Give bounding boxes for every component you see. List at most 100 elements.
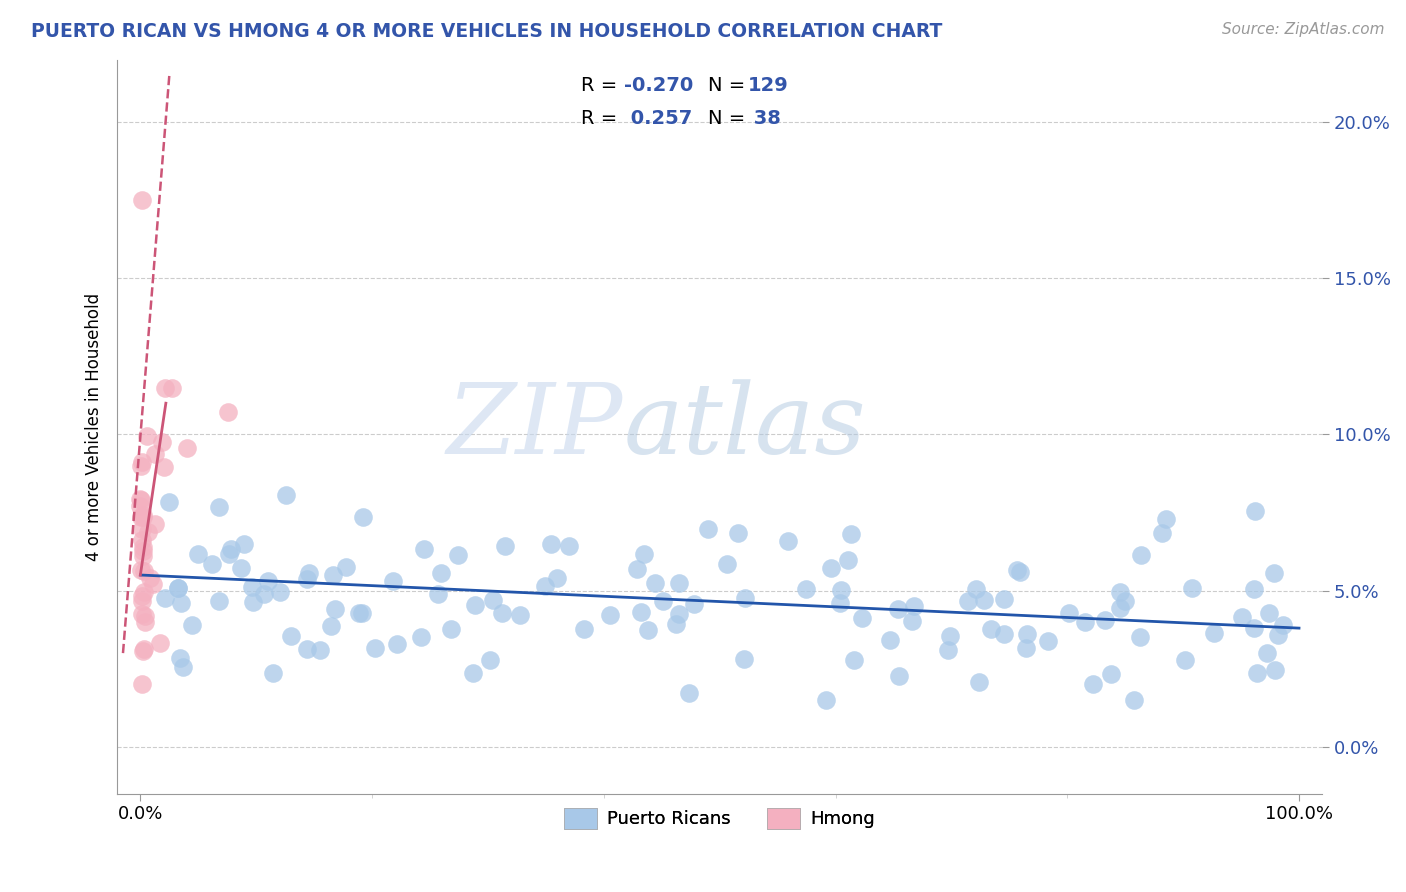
- Point: [129, 492, 152, 507]
- Text: 129: 129: [748, 76, 789, 95]
- Text: R =: R =: [581, 109, 624, 128]
- Point: [683, 597, 706, 611]
- Point: [180, 617, 202, 632]
- Point: [325, 602, 347, 616]
- Point: [242, 595, 264, 609]
- Point: [1258, 606, 1281, 620]
- Point: [131, 607, 153, 622]
- Point: [830, 583, 852, 598]
- Text: R =: R =: [581, 76, 624, 95]
- Point: [295, 573, 318, 587]
- Point: [132, 584, 155, 599]
- Point: [1114, 594, 1136, 608]
- Point: [274, 488, 297, 502]
- Point: [1081, 677, 1104, 691]
- Point: [153, 381, 176, 395]
- Point: [1109, 600, 1132, 615]
- Point: [269, 585, 291, 599]
- Point: [208, 593, 231, 607]
- Point: [150, 435, 173, 450]
- Point: [482, 593, 505, 607]
- Point: [172, 659, 194, 673]
- Point: [335, 559, 357, 574]
- Point: [131, 459, 153, 474]
- Point: [169, 596, 191, 610]
- Point: [1181, 581, 1204, 595]
- Point: [1267, 628, 1289, 642]
- Point: [509, 607, 531, 622]
- Point: [167, 581, 190, 595]
- Point: [903, 599, 925, 613]
- Point: [1174, 653, 1197, 667]
- Y-axis label: 4 or more Vehicles in Household: 4 or more Vehicles in Household: [86, 293, 103, 561]
- Point: [1007, 563, 1029, 577]
- Point: [262, 665, 284, 680]
- Point: [668, 575, 690, 590]
- Point: [652, 593, 675, 607]
- Point: [1243, 582, 1265, 596]
- Point: [599, 607, 621, 622]
- Point: [993, 627, 1015, 641]
- Point: [716, 557, 738, 571]
- Point: [494, 539, 516, 553]
- Point: [280, 629, 302, 643]
- Point: [969, 675, 991, 690]
- Text: atlas: atlas: [623, 379, 866, 475]
- Point: [447, 548, 470, 562]
- Point: [229, 561, 252, 575]
- Point: [155, 591, 177, 605]
- Text: 0.257: 0.257: [624, 109, 693, 128]
- Point: [665, 616, 688, 631]
- Point: [131, 594, 153, 608]
- Point: [221, 541, 243, 556]
- Point: [626, 562, 648, 576]
- Point: [132, 641, 155, 656]
- Point: [851, 611, 873, 625]
- Point: [630, 605, 652, 619]
- Point: [533, 578, 555, 592]
- Point: [842, 652, 865, 666]
- Point: [131, 589, 153, 603]
- Point: [794, 582, 817, 596]
- Point: [132, 549, 155, 564]
- Point: [837, 553, 859, 567]
- Point: [1130, 548, 1153, 562]
- Point: [347, 606, 370, 620]
- Point: [132, 510, 155, 524]
- Point: [973, 592, 995, 607]
- Point: [965, 582, 987, 597]
- Point: [413, 542, 436, 557]
- Point: [132, 544, 155, 558]
- Point: [1243, 503, 1265, 517]
- Point: [887, 602, 910, 616]
- Point: [381, 574, 404, 589]
- Point: [1036, 634, 1059, 648]
- Point: [1264, 663, 1286, 677]
- Text: ZIP: ZIP: [447, 379, 623, 475]
- Text: PUERTO RICAN VS HMONG 4 OR MORE VEHICLES IN HOUSEHOLD CORRELATION CHART: PUERTO RICAN VS HMONG 4 OR MORE VEHICLES…: [31, 22, 942, 41]
- Point: [546, 571, 568, 585]
- Point: [1154, 512, 1177, 526]
- Point: [839, 527, 862, 541]
- Point: [364, 640, 387, 655]
- Point: [134, 608, 156, 623]
- Point: [461, 665, 484, 680]
- Point: [980, 623, 1002, 637]
- Point: [887, 669, 910, 683]
- Point: [696, 522, 718, 536]
- Point: [956, 593, 979, 607]
- Point: [993, 592, 1015, 607]
- Point: [1129, 630, 1152, 644]
- Point: [321, 619, 343, 633]
- Point: [479, 653, 502, 667]
- Text: -0.270: -0.270: [624, 76, 693, 95]
- Point: [217, 405, 239, 419]
- Point: [131, 677, 153, 691]
- Point: [1256, 646, 1278, 660]
- Point: [936, 643, 959, 657]
- Point: [1017, 627, 1039, 641]
- Point: [1243, 621, 1265, 635]
- Point: [727, 526, 749, 541]
- Point: [1246, 665, 1268, 680]
- Point: [1074, 615, 1097, 629]
